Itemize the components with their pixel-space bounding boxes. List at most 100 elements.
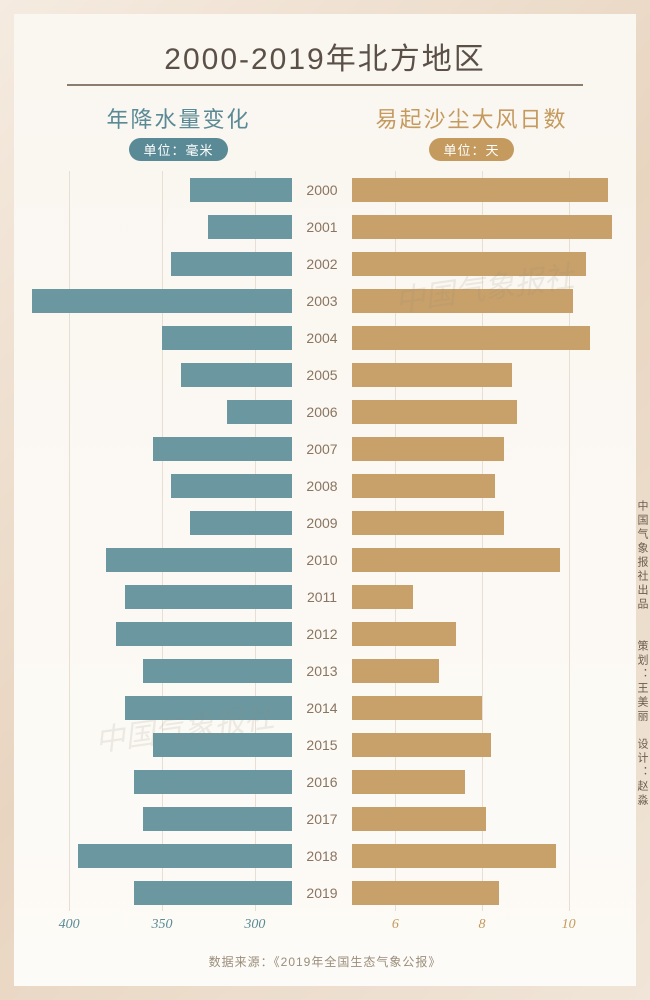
precip-bar [125,585,292,609]
left-sub-header: 年降水量变化 单位：毫米 [32,102,325,161]
main-title: 2000-2019年北方地区 [32,34,618,78]
year-label: 2019 [292,885,352,901]
data-row: 2010 [32,543,618,577]
precip-bar [153,733,292,757]
precip-bar [171,474,292,498]
source-note: 数据来源：《2019年全国生态气象公报》 [32,953,618,970]
data-row: 2003 [32,284,618,318]
chart-rows: 2000 2001 2002 2003 2004 2005 2006 2007 2008 2009… [32,171,618,911]
wind-days-bar [352,659,439,683]
year-label: 2010 [292,552,352,568]
wind-days-bar [352,696,482,720]
data-row: 2017 [32,802,618,836]
axis-tick-left: 300 [244,917,265,933]
data-row: 2012 [32,617,618,651]
wind-days-bar [352,585,413,609]
precip-bar [162,326,292,350]
left-unit-pill: 单位：毫米 [129,138,227,161]
wind-days-bar [352,548,560,572]
data-row: 2018 [32,839,618,873]
wind-days-bar [352,289,573,313]
wind-days-bar [352,807,486,831]
year-label: 2014 [292,700,352,716]
precip-bar [78,844,292,868]
vertical-credits: 中国气象报社出品 策划：王美丽 设计：赵淼 [634,500,648,808]
data-row: 2007 [32,432,618,466]
data-row: 2002 [32,247,618,281]
data-row: 2006 [32,395,618,429]
axis-tick-left: 400 [59,917,80,933]
year-label: 2013 [292,663,352,679]
data-row: 2014 [32,691,618,725]
year-label: 2007 [292,441,352,457]
wind-days-bar [352,400,517,424]
wind-days-bar [352,881,499,905]
data-row: 2004 [32,321,618,355]
wind-days-bar [352,252,586,276]
precip-bar [106,548,292,572]
precip-bar [134,881,292,905]
precip-bar [208,215,292,239]
precip-bar [32,289,292,313]
year-label: 2000 [292,182,352,198]
precip-bar [134,770,292,794]
data-row: 2001 [32,210,618,244]
axis-tick-left: 350 [152,917,173,933]
wind-days-bar [352,622,456,646]
inner-panel: 2000-2019年北方地区 年降水量变化 单位：毫米 易起沙尘大风日数 单位：… [14,14,636,986]
data-row: 2000 [32,173,618,207]
precip-bar [181,363,292,387]
year-label: 2012 [292,626,352,642]
right-sub-title: 易起沙尘大风日数 [325,102,618,134]
axis-tick-right: 6 [392,917,399,933]
precip-bar [153,437,292,461]
precip-bar [190,178,292,202]
year-label: 2018 [292,848,352,864]
wind-days-bar [352,474,495,498]
precip-bar [116,622,292,646]
year-label: 2015 [292,737,352,753]
right-sub-header: 易起沙尘大风日数 单位：天 [325,102,618,161]
axis-tick-right: 8 [479,917,486,933]
year-label: 2004 [292,330,352,346]
year-label: 2017 [292,811,352,827]
year-label: 2008 [292,478,352,494]
left-sub-title: 年降水量变化 [32,102,325,134]
year-label: 2002 [292,256,352,272]
wind-days-bar [352,326,590,350]
precip-bar [125,696,292,720]
year-label: 2001 [292,219,352,235]
precip-bar [171,252,292,276]
wind-days-bar [352,733,491,757]
x-axis: 300 350 400 6 8 10 [32,911,618,951]
wind-days-bar [352,363,512,387]
data-row: 2019 [32,876,618,910]
axis-tick-right: 10 [562,917,576,933]
year-label: 2016 [292,774,352,790]
wind-days-bar [352,178,608,202]
year-label: 2003 [292,293,352,309]
data-row: 2015 [32,728,618,762]
data-row: 2005 [32,358,618,392]
precip-bar [143,807,292,831]
wind-days-bar [352,215,612,239]
wind-days-bar [352,770,465,794]
data-row: 2009 [32,506,618,540]
data-row: 2008 [32,469,618,503]
wind-days-bar [352,844,556,868]
year-label: 2011 [292,589,352,605]
year-label: 2005 [292,367,352,383]
year-label: 2009 [292,515,352,531]
data-row: 2011 [32,580,618,614]
wind-days-bar [352,437,504,461]
wind-days-bar [352,511,504,535]
data-row: 2016 [32,765,618,799]
chart-area: 2000 2001 2002 2003 2004 2005 2006 2007 2008 2009… [32,171,618,951]
outer-frame: 2000-2019年北方地区 年降水量变化 单位：毫米 易起沙尘大风日数 单位：… [0,0,650,1000]
sub-headers: 年降水量变化 单位：毫米 易起沙尘大风日数 单位：天 [32,102,618,161]
data-row: 2013 [32,654,618,688]
precip-bar [190,511,292,535]
precip-bar [227,400,292,424]
precip-bar [143,659,292,683]
title-underline [67,84,583,86]
